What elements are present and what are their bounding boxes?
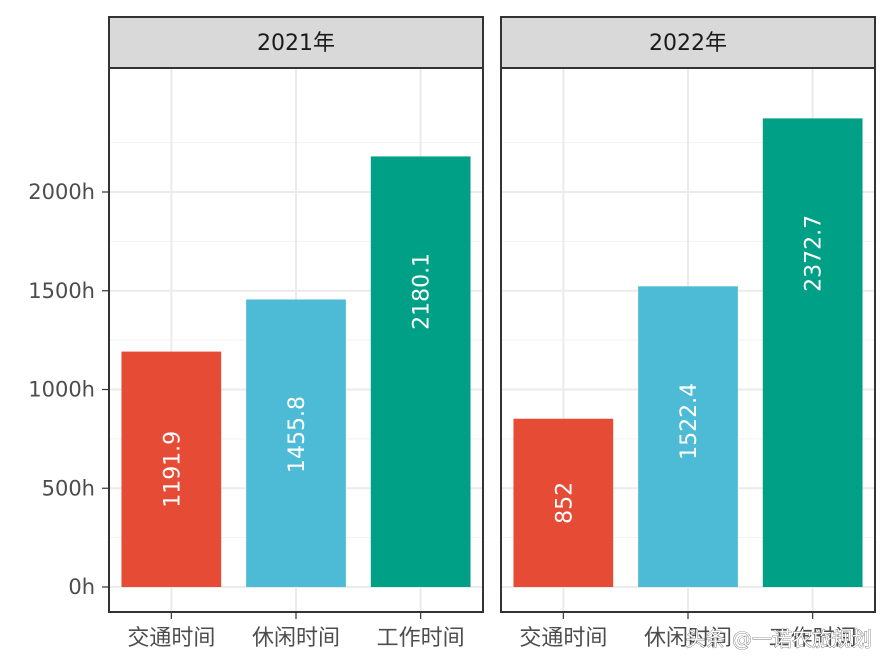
bar-2022-0 [513,418,614,587]
bar-value-label: 2372.7 [802,215,827,292]
y-tick-label: 500h [42,476,95,500]
bar-2021-0 [121,351,222,587]
x-tick-label: 交通时间 [127,626,215,651]
y-tick-label: 1000h [28,378,95,402]
bar-value-label: 2180.1 [410,253,435,330]
facet-strip [108,16,484,69]
bar-value-label: 1191.9 [160,431,185,508]
facet-strip-label: 2021年 [257,31,335,56]
bar-2022-1 [638,286,738,587]
facet-strip [500,16,876,69]
x-tick-label: 工作时间 [377,626,465,651]
bar-2021-2 [370,156,471,588]
bar-value-label: 852 [552,482,577,524]
x-tick-label: 交通时间 [519,626,607,651]
bar-value-label: 1522.4 [677,383,702,460]
facet-strip-label: 2022年 [649,31,727,56]
y-tick-label: 1500h [28,279,95,303]
bar-2022-2 [762,118,863,587]
x-tick-label: 休闲时间 [252,626,340,651]
bar-2021-1 [246,299,346,587]
x-tick-label: 休闲时间 [644,626,732,651]
bar-value-label: 1455.8 [285,396,310,473]
y-tick-label: 2000h [28,180,95,204]
watermark-text: 头条 @一诺农旅规划 [686,627,872,651]
x-tick-label: 工作时间 [769,626,857,651]
y-tick-label: 0h [68,575,95,599]
